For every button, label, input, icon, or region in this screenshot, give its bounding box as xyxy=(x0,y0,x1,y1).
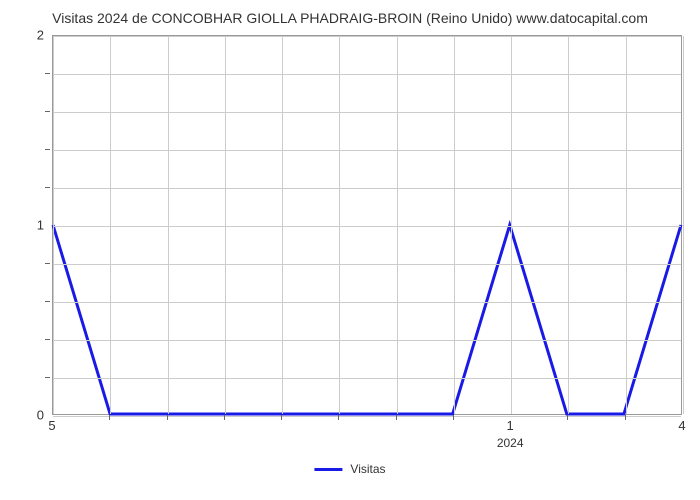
grid-line-horizontal xyxy=(53,378,681,379)
x-axis-minor-tick xyxy=(109,415,110,420)
chart-plot-area xyxy=(52,35,682,415)
x-axis-minor-tick xyxy=(453,415,454,420)
y-axis-minor-tick xyxy=(45,339,50,340)
x-axis-tick-label: 4 xyxy=(678,418,685,433)
y-axis-tick-label: 1 xyxy=(37,218,44,233)
y-axis-minor-tick xyxy=(45,187,50,188)
grid-line-horizontal xyxy=(53,188,681,189)
y-axis-tick-label: 2 xyxy=(37,28,44,43)
x-axis-minor-tick xyxy=(167,415,168,420)
legend-label: Visitas xyxy=(350,462,385,476)
grid-line-horizontal xyxy=(53,150,681,151)
grid-line-vertical xyxy=(454,36,455,414)
y-axis-minor-tick xyxy=(45,149,50,150)
grid-line-horizontal xyxy=(53,340,681,341)
grid-line-horizontal xyxy=(53,112,681,113)
x-axis-minor-tick xyxy=(567,415,568,420)
x-axis-sub-label: 2024 xyxy=(497,436,524,450)
grid-line-vertical xyxy=(683,36,684,414)
x-axis-tick-label: 1 xyxy=(507,418,514,433)
grid-line-horizontal xyxy=(53,416,681,417)
x-axis-minor-tick xyxy=(224,415,225,420)
grid-line-vertical xyxy=(168,36,169,414)
chart-title: Visitas 2024 de CONCOBHAR GIOLLA PHADRAI… xyxy=(0,0,700,26)
x-axis-minor-tick xyxy=(281,415,282,420)
grid-line-horizontal xyxy=(53,36,681,37)
chart-legend: Visitas xyxy=(314,462,385,476)
grid-line-horizontal xyxy=(53,226,681,227)
x-axis-minor-tick xyxy=(625,415,626,420)
x-axis-minor-tick xyxy=(338,415,339,420)
grid-line-vertical xyxy=(53,36,54,414)
chart-line-series xyxy=(53,36,681,414)
y-axis-minor-tick xyxy=(45,377,50,378)
x-axis-minor-tick xyxy=(396,415,397,420)
grid-line-vertical xyxy=(568,36,569,414)
grid-line-horizontal xyxy=(53,302,681,303)
legend-swatch xyxy=(314,468,342,471)
grid-line-vertical xyxy=(110,36,111,414)
grid-line-vertical xyxy=(397,36,398,414)
y-axis-minor-tick xyxy=(45,263,50,264)
y-axis-minor-tick xyxy=(45,73,50,74)
grid-line-vertical xyxy=(511,36,512,414)
grid-line-vertical xyxy=(282,36,283,414)
grid-line-horizontal xyxy=(53,74,681,75)
grid-line-vertical xyxy=(339,36,340,414)
grid-line-vertical xyxy=(225,36,226,414)
grid-line-vertical xyxy=(626,36,627,414)
y-axis-minor-tick xyxy=(45,301,50,302)
y-axis-tick-label: 0 xyxy=(37,408,44,423)
grid-line-horizontal xyxy=(53,264,681,265)
x-axis-tick-label: 5 xyxy=(48,418,55,433)
y-axis-minor-tick xyxy=(45,111,50,112)
